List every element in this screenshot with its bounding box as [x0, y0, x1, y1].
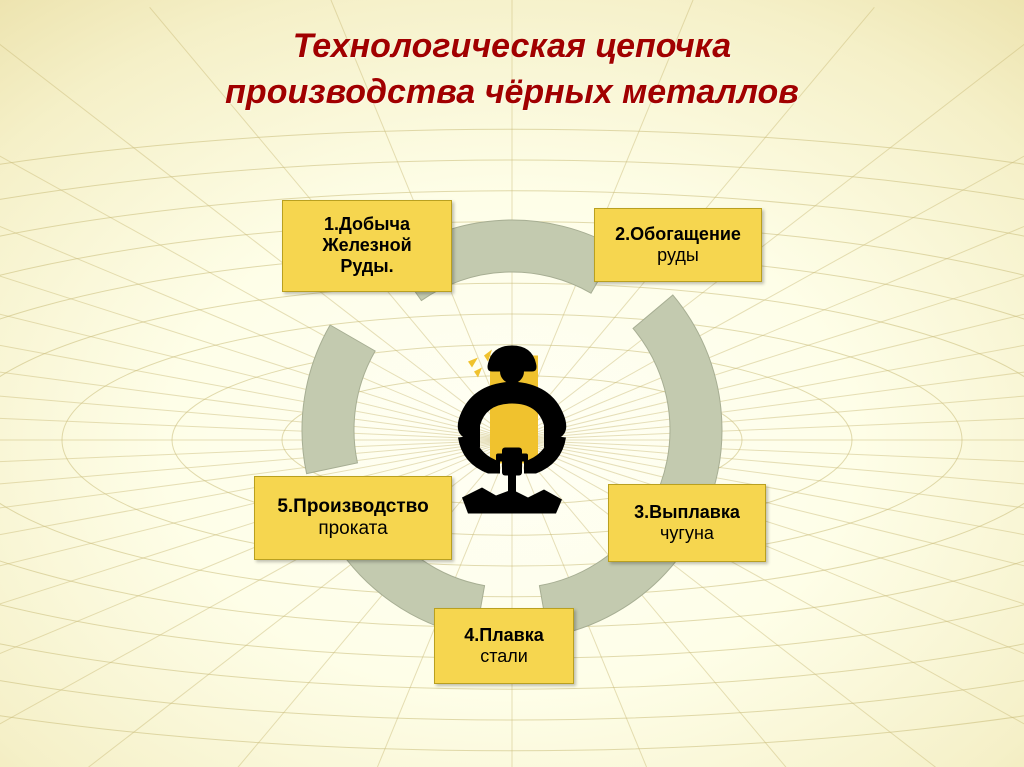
- slide-title: Технологическая цепочка производства чёр…: [0, 24, 1024, 116]
- cycle-box-4-line-2: стали: [480, 646, 528, 667]
- cycle-box-5-line-2: проката: [318, 518, 387, 540]
- cycle-box-2: 2.Обогащениеруды: [594, 208, 762, 282]
- title-line-1: Технологическая цепочка: [293, 27, 731, 65]
- cycle-diagram: 1.ДобычаЖелезнойРуды. 2.Обогащениеруды 3.В…: [212, 130, 812, 730]
- title-line-2: производства чёрных металлов: [225, 73, 799, 111]
- cycle-box-2-line-2: руды: [657, 245, 699, 266]
- cycle-box-4-line-1: 4.Плавка: [464, 625, 543, 646]
- cycle-box-4: 4.Плавкастали: [434, 608, 574, 684]
- cycle-box-5: 5.Производствопроката: [254, 476, 452, 560]
- cycle-box-1: 1.ДобычаЖелезнойРуды.: [282, 200, 452, 292]
- cycle-box-3-line-2: чугуна: [660, 523, 714, 544]
- cycle-box-1-line-3: Руды.: [340, 256, 393, 277]
- cycle-box-1-line-2: Железной: [322, 235, 411, 256]
- center-icon: [432, 337, 592, 522]
- cycle-box-1-line-1: 1.Добыча: [324, 214, 410, 235]
- cycle-box-3-line-1: 3.Выплавка: [634, 502, 740, 523]
- cycle-box-2-line-1: 2.Обогащение: [615, 224, 741, 245]
- cycle-box-3: 3.Выплавкачугуна: [608, 484, 766, 562]
- cycle-box-5-line-1: 5.Производство: [277, 496, 428, 518]
